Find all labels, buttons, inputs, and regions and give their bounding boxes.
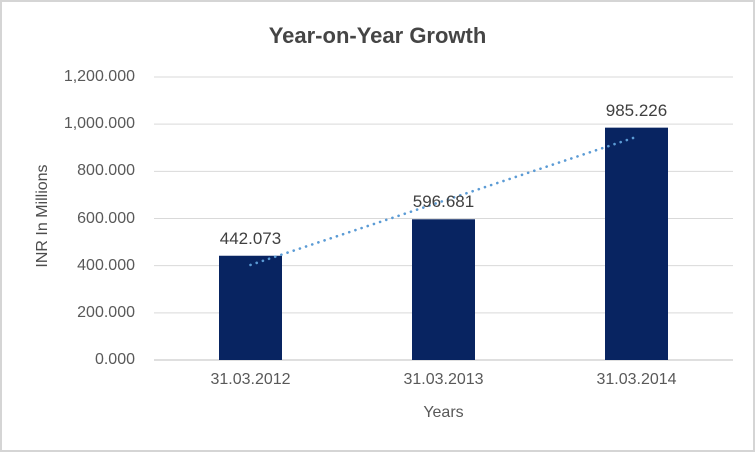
- y-tick-label: 400.000: [77, 256, 135, 274]
- x-tick-label: 31.03.2013: [403, 371, 484, 388]
- data-label: 442.073: [219, 228, 282, 248]
- trendline: [249, 135, 638, 267]
- bar: [412, 219, 475, 360]
- bar: [605, 127, 668, 360]
- y-tick-label: 800.000: [77, 162, 135, 180]
- data-label: 985.226: [605, 100, 668, 120]
- y-tick-label: 0.000: [94, 351, 135, 368]
- y-tick-label: 600.000: [77, 209, 135, 227]
- x-tick-label: 31.03.2014: [596, 371, 677, 388]
- data-label: 596.681: [412, 192, 475, 212]
- x-tick-label: 31.03.2012: [210, 371, 291, 388]
- y-tick-label: 1,000.000: [63, 115, 135, 133]
- y-tick-label: 1,200.000: [63, 68, 135, 85]
- y-tick-label: 200.000: [77, 303, 135, 321]
- chart-title: Year-on-Year Growth: [268, 23, 487, 48]
- bar: [219, 255, 282, 360]
- x-axis-title: Years: [423, 404, 464, 421]
